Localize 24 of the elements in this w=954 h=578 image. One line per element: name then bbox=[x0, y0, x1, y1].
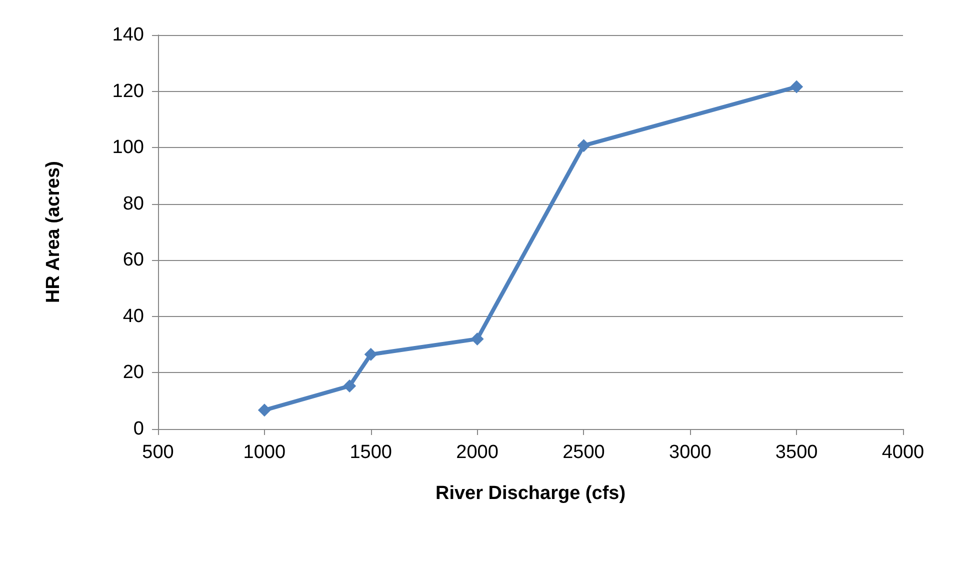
x-tick-label: 3000 bbox=[669, 442, 712, 463]
x-tick-label: 1500 bbox=[350, 442, 392, 463]
y-tick-label: 60 bbox=[122, 250, 144, 271]
x-tick-label: 2500 bbox=[562, 442, 605, 463]
point bbox=[258, 404, 271, 417]
y-tick-label: 80 bbox=[122, 193, 144, 214]
point bbox=[343, 379, 356, 392]
y-tick-label: 0 bbox=[133, 418, 144, 440]
point bbox=[470, 332, 484, 346]
point bbox=[790, 80, 804, 94]
y-tick-label: 140 bbox=[112, 24, 144, 46]
x-tick-label: 500 bbox=[142, 442, 174, 463]
x-tick-label: 1000 bbox=[243, 442, 286, 463]
x-tick-label: 3500 bbox=[775, 442, 818, 463]
point bbox=[577, 139, 590, 152]
y-tick-label: 120 bbox=[112, 80, 144, 102]
x-tick-label: 2000 bbox=[456, 442, 498, 463]
y-tick-label: 40 bbox=[122, 306, 144, 327]
y-axis-title: HR Area (acres) bbox=[43, 161, 64, 303]
y-tick-label: 20 bbox=[122, 362, 144, 384]
x-axis-title: River Discharge (cfs) bbox=[435, 483, 626, 504]
point bbox=[364, 348, 378, 361]
x-tick-label: 4000 bbox=[882, 442, 924, 463]
y-tick-label: 100 bbox=[112, 137, 144, 158]
